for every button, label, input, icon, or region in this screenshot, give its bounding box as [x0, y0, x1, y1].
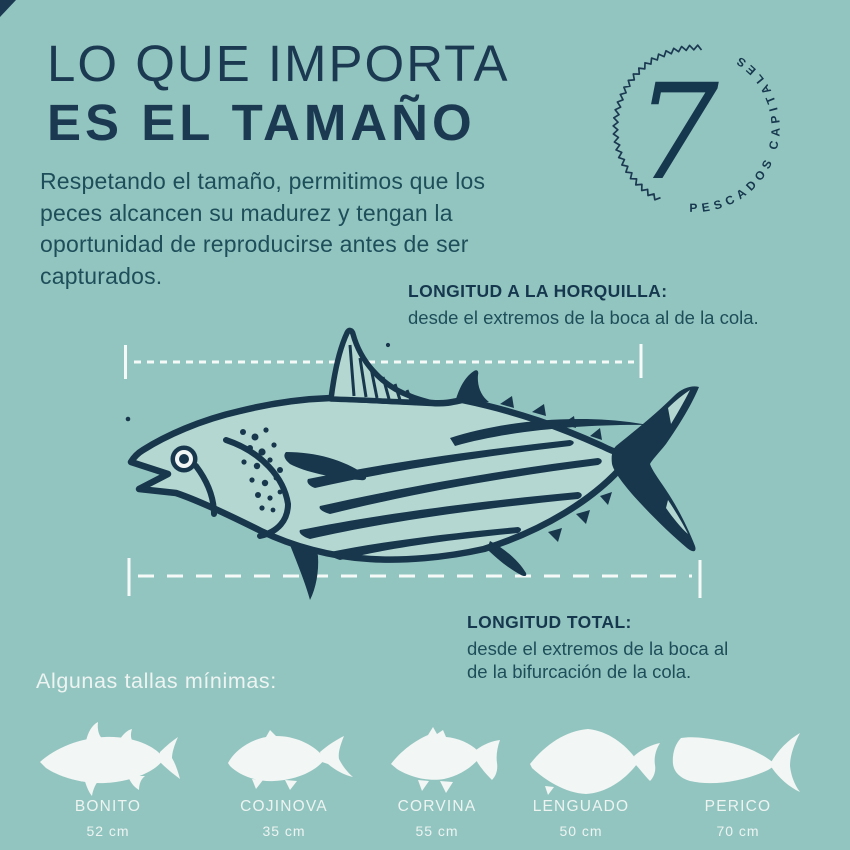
cojinova-silhouette: [228, 730, 353, 790]
total-length-title: LONGITUD TOTAL:: [467, 612, 632, 632]
headline-line1: LO QUE IMPORTA: [47, 35, 510, 92]
headline: LO QUE IMPORTA ES EL TAMAÑO: [47, 34, 510, 152]
ink-specks: [125, 342, 391, 422]
total-length-description: desde el extremos de la boca al de la bi…: [467, 638, 729, 682]
fish-label-bonito: BONITO 52 cm: [28, 798, 188, 839]
fish-min-size: 52 cm: [86, 823, 130, 839]
fish-label-perico: PERICO 70 cm: [658, 798, 818, 839]
fork-length-description: desde el extremos de la boca al de la co…: [408, 307, 759, 328]
intro-paragraph: Respetando el tamaño, permitimos que los…: [40, 168, 486, 289]
badge: 7 PESCADOS CAPITALES: [612, 44, 778, 215]
fish-label-lenguado: LENGUADO 50 cm: [501, 798, 661, 839]
fish-min-size: 55 cm: [415, 823, 459, 839]
fish-anal-fin: [487, 541, 527, 577]
fork-length-title: LONGITUD A LA HORQUILLA:: [408, 281, 668, 301]
fish-second-dorsal-fin: [456, 370, 489, 403]
fish-dorsal-fin-hatching: [348, 344, 413, 401]
fish-tail-highlight-top: [668, 390, 690, 424]
fish-label-corvina: CORVINA 55 cm: [357, 798, 517, 839]
corvina-silhouette: [391, 727, 500, 793]
main-fish-illustration: [125, 327, 699, 600]
badge-wavy-ring: [612, 44, 703, 201]
fish-name: COJINOVA: [240, 798, 328, 815]
badge-number: 7: [635, 56, 719, 210]
fish-dorsal-fin: [328, 327, 435, 406]
fish-min-size: 70 cm: [716, 823, 760, 839]
fish-spots: [240, 427, 283, 513]
fork-length-label: LONGITUD A LA HORQUILLA: desde el extrem…: [408, 281, 759, 329]
min-size-silhouettes: [40, 722, 800, 796]
fish-name: BONITO: [74, 798, 142, 815]
fork-measure-line: [124, 344, 643, 379]
fish-min-size: 35 cm: [262, 823, 306, 839]
fish-bottom-finlets: [548, 492, 612, 542]
fish-tail-highlight-bottom: [666, 500, 688, 534]
min-sizes-heading: Algunas tallas mínimas:: [36, 669, 277, 693]
headline-line2: ES EL TAMAÑO: [47, 94, 476, 151]
corner-mark: [0, 0, 16, 17]
fish-label-cojinova: COJINOVA 35 cm: [204, 798, 364, 839]
fish-name: PERICO: [704, 798, 772, 815]
perico-silhouette: [672, 733, 800, 792]
fish-min-size: 50 cm: [559, 823, 603, 839]
lenguado-silhouette: [530, 729, 660, 795]
fish-eye: [170, 445, 198, 473]
fish-gill-lines: [193, 437, 292, 539]
total-measure-line: [127, 558, 702, 598]
fish-tail: [611, 386, 699, 552]
fish-name: CORVINA: [397, 798, 477, 815]
fish-stripes: [299, 419, 648, 560]
bonito-silhouette: [40, 722, 180, 796]
fish-name: LENGUADO: [532, 798, 630, 815]
total-length-label: LONGITUD TOTAL: desde el extremos de la …: [467, 612, 728, 683]
